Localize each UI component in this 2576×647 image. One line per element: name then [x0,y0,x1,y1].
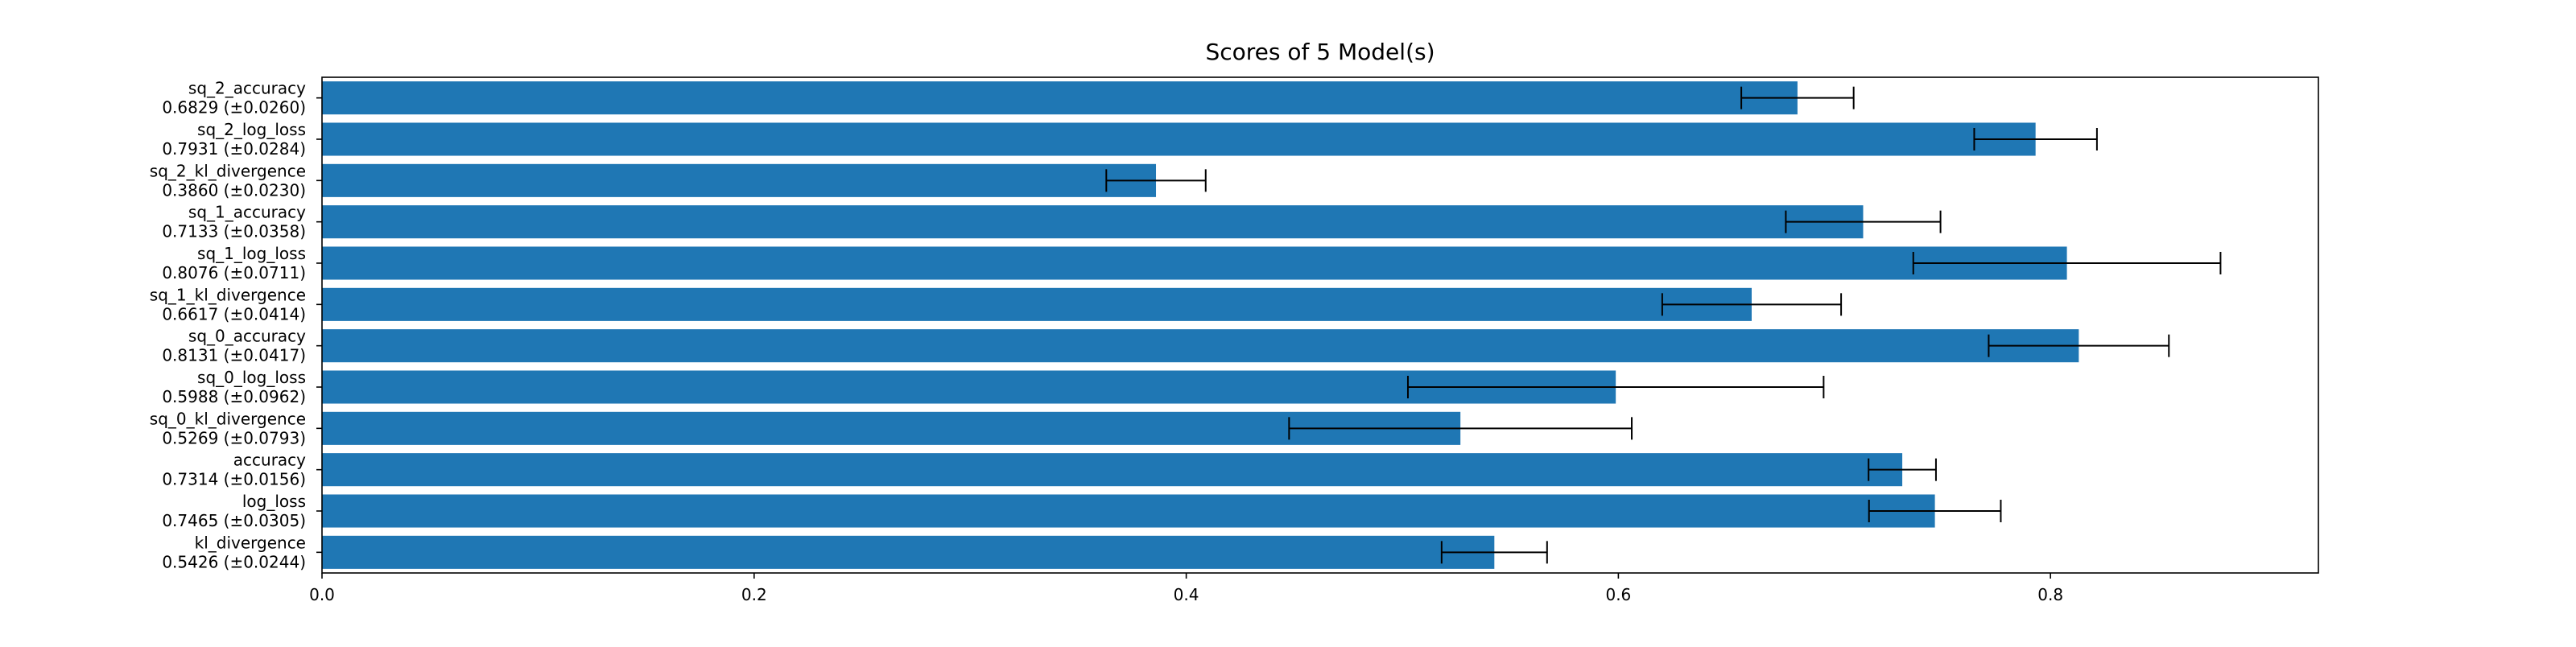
bars-layer [322,81,2079,569]
bar [322,329,2079,363]
y-tick-label-name: sq_1_log_loss [197,244,306,263]
y-tick-label-name: accuracy [233,451,306,470]
x-axis: 0.0 0.2 0.4 0.6 0.8 [309,573,2063,604]
y-tick-label-score: 0.5988 (±0.0962) [162,387,306,406]
bar [322,287,1752,321]
x-tick-label: 0.2 [741,585,767,604]
bar [322,453,1903,487]
bar [322,370,1616,404]
y-tick-label-score: 0.7133 (±0.0358) [162,222,306,241]
y-tick-label-score: 0.7465 (±0.0305) [162,511,306,530]
y-tick-label-score: 0.8076 (±0.0711) [162,263,306,282]
bar [322,163,1157,197]
y-tick-label-score: 0.7931 (±0.0284) [162,139,306,159]
y-tick-label-score: 0.5269 (±0.0793) [162,428,306,447]
y-tick-label-score: 0.6829 (±0.0260) [162,98,306,117]
y-tick-label-name: sq_1_kl_divergence [150,285,306,304]
y-tick-label-name: sq_2_kl_divergence [150,161,306,180]
y-tick-label-score: 0.7314 (±0.0156) [162,470,306,489]
y-tick-label-score: 0.8131 (±0.0417) [162,346,306,365]
bar [322,535,1495,569]
bar [322,205,1864,239]
y-tick-label-name: sq_1_accuracy [188,203,306,222]
y-tick-label-score: 0.3860 (±0.0230) [162,180,306,200]
y-tick-label-name: sq_2_log_loss [197,120,306,139]
bar [322,411,1461,445]
chart-title: Scores of 5 Model(s) [1205,39,1435,65]
bar [322,122,2036,156]
y-tick-label-score: 0.6617 (±0.0414) [162,304,306,324]
y-tick-label-name: sq_0_log_loss [197,368,306,387]
bar [322,81,1798,115]
y-tick-label-name: sq_0_accuracy [188,327,306,346]
y-tick-label-name: log_loss [242,492,306,511]
error-bars-layer [1105,86,2222,564]
y-tick-label-score: 0.5426 (±0.0244) [162,552,306,571]
bar [322,246,2067,280]
y-tick-label-name: sq_0_kl_divergence [150,409,306,428]
y-tick-label-name: kl_divergence [195,533,306,552]
y-tick-label-name: sq_2_accuracy [188,79,306,98]
x-tick-label: 0.4 [1174,585,1199,604]
bar [322,494,1935,528]
x-tick-label: 0.6 [1605,585,1631,604]
plot-frame [321,76,2319,574]
x-tick-label: 0.0 [309,585,335,604]
x-tick-label: 0.8 [2037,585,2063,604]
